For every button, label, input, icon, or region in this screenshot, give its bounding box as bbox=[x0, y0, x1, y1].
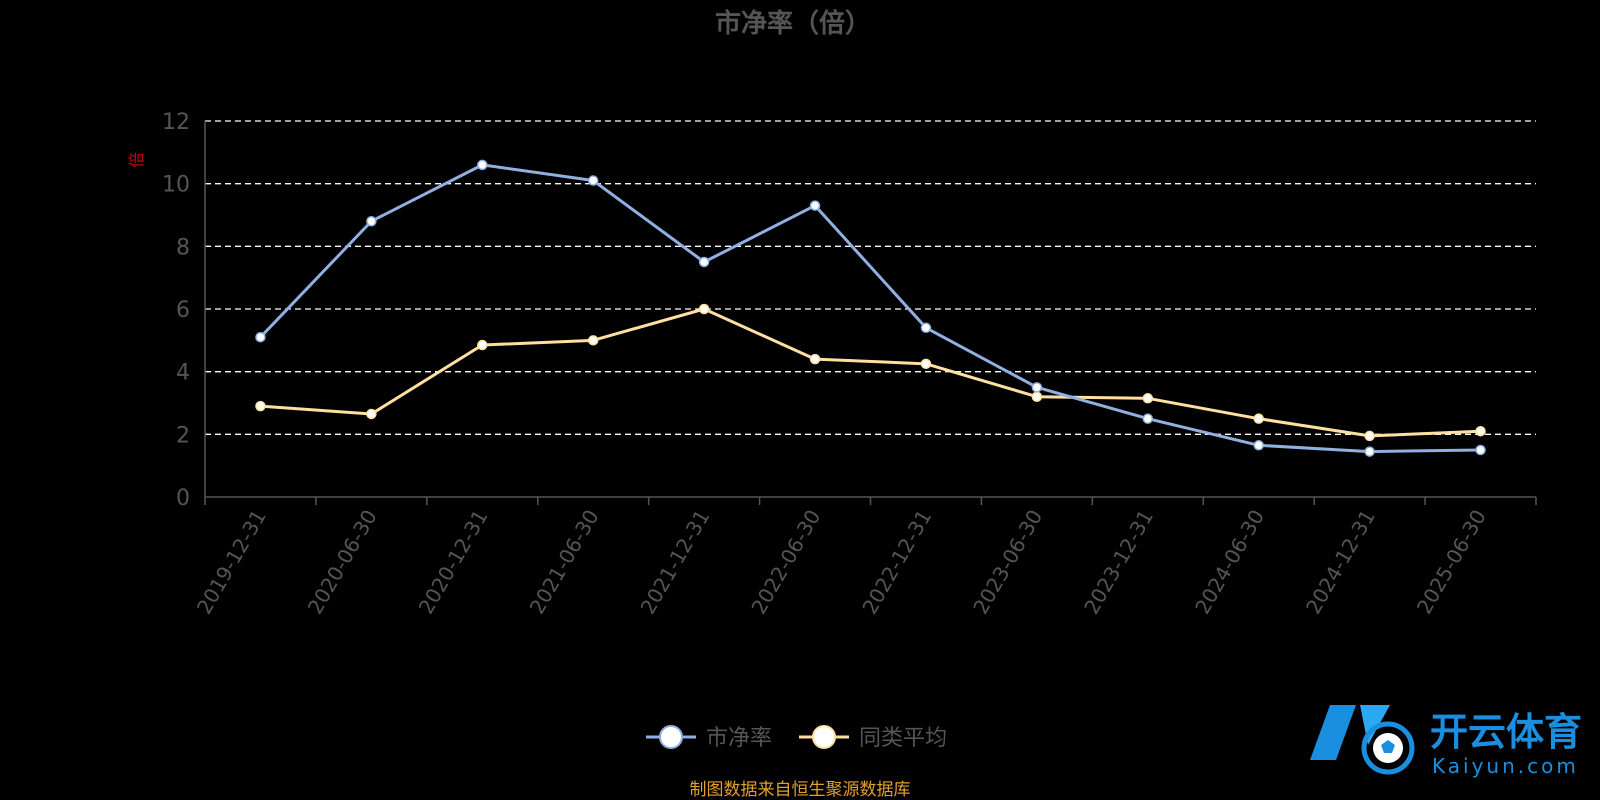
data-point-1[interactable] bbox=[366, 408, 377, 420]
brand-watermark: 开云体育 Kaiyun.com bbox=[1310, 705, 1582, 778]
x-tick-label: 2024-06-30 bbox=[1190, 506, 1269, 619]
x-tick-label: 2019-12-31 bbox=[192, 506, 271, 619]
x-tick-label: 2021-12-31 bbox=[636, 506, 715, 619]
data-point-1[interactable] bbox=[477, 339, 488, 351]
series-line-0 bbox=[259, 163, 1481, 454]
x-tick-label: 2021-06-30 bbox=[525, 506, 604, 619]
data-point-1[interactable] bbox=[1031, 391, 1043, 402]
y-tick-label: 2 bbox=[176, 423, 190, 448]
x-tick-label: 2024-12-31 bbox=[1301, 506, 1380, 619]
legend-label-pb: 市净率 bbox=[706, 726, 772, 751]
data-point-1[interactable] bbox=[587, 335, 599, 346]
data-point-0[interactable] bbox=[1031, 382, 1043, 393]
data-point-0[interactable] bbox=[920, 322, 932, 334]
data-point-1[interactable] bbox=[1364, 430, 1375, 442]
data-point-0[interactable] bbox=[698, 256, 710, 268]
x-tick-label: 2020-12-31 bbox=[414, 505, 493, 618]
data-point-0[interactable] bbox=[1142, 413, 1154, 424]
y-tick-labels: 0 2 4 6 8 10 12 bbox=[162, 110, 190, 511]
brand-name-en: Kaiyun.com bbox=[1432, 754, 1579, 778]
data-point-1[interactable] bbox=[920, 358, 932, 370]
legend-item-peer-average[interactable]: 同类平均 bbox=[799, 725, 947, 751]
brand-logo-icon bbox=[1310, 705, 1415, 775]
legend-item-pb[interactable]: 市净率 bbox=[646, 725, 772, 751]
data-point-0[interactable] bbox=[1475, 444, 1486, 456]
x-tick-label: 2023-06-30 bbox=[968, 506, 1047, 619]
x-tick-label: 2025-06-30 bbox=[1412, 506, 1491, 619]
data-point-1[interactable] bbox=[1475, 425, 1486, 437]
data-point-1[interactable] bbox=[809, 353, 821, 365]
data-point-0[interactable] bbox=[477, 159, 488, 171]
y-axis-label: 倍 bbox=[127, 152, 146, 168]
legend-marker-pb bbox=[659, 725, 683, 749]
x-tick-label: 2020-06-30 bbox=[303, 506, 382, 619]
x-tick-label: 2022-06-30 bbox=[746, 506, 825, 619]
legend[interactable]: 市净率 同类平均 bbox=[646, 725, 947, 751]
data-point-1[interactable] bbox=[698, 303, 710, 315]
data-point-0[interactable] bbox=[255, 331, 266, 343]
data-point-1[interactable] bbox=[255, 400, 266, 412]
y-tick-label: 10 bbox=[162, 173, 190, 198]
data-source-credit: 制图数据来自恒生聚源数据库 bbox=[690, 780, 911, 800]
grid-lines bbox=[205, 120, 1536, 435]
y-tick-label: 4 bbox=[176, 361, 190, 386]
x-tick-labels: 2019-12-31 2020-06-30 2020-12-31 2021-06-30… bbox=[192, 505, 1491, 618]
y-tick-label: 12 bbox=[162, 110, 190, 135]
legend-marker-peer-average bbox=[812, 725, 836, 749]
data-point-0[interactable] bbox=[809, 200, 821, 211]
legend-label-peer-average: 同类平均 bbox=[859, 726, 947, 751]
series-line-1 bbox=[260, 307, 1481, 438]
data-point-0[interactable] bbox=[366, 216, 377, 227]
y-tick-label: 0 bbox=[176, 486, 190, 511]
series-lines bbox=[255, 159, 1486, 457]
data-point-0[interactable] bbox=[587, 175, 599, 186]
brand-name-cn: 开云体育 bbox=[1430, 710, 1582, 754]
chart-title: 市净率（倍） bbox=[715, 8, 871, 39]
data-point-0[interactable] bbox=[1364, 446, 1375, 457]
y-tick-label: 8 bbox=[176, 235, 190, 260]
x-tick-label: 2023-12-31 bbox=[1079, 506, 1158, 619]
data-point-1[interactable] bbox=[1142, 393, 1154, 404]
axes bbox=[204, 121, 1537, 505]
y-tick-label: 6 bbox=[176, 298, 190, 323]
x-tick-label: 2022-12-31 bbox=[857, 505, 936, 618]
data-point-1[interactable] bbox=[1253, 413, 1264, 424]
data-point-0[interactable] bbox=[1253, 440, 1264, 451]
